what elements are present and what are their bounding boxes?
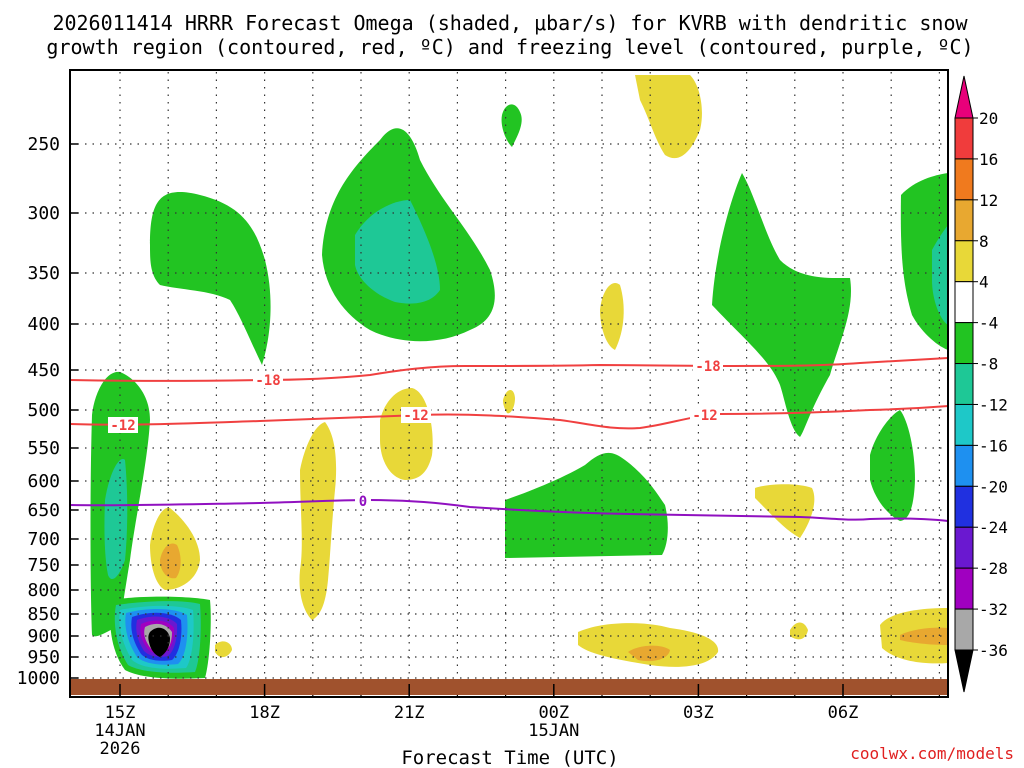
omega-region xyxy=(600,282,624,350)
omega-region xyxy=(900,627,948,645)
omega-region xyxy=(150,192,271,365)
contour-label-minus18: -18 xyxy=(255,373,280,389)
y-tick-label: 700 xyxy=(27,529,60,550)
y-tick-label: 400 xyxy=(27,314,60,335)
colorbar-label: -12 xyxy=(979,395,1008,414)
y-tick-label: 900 xyxy=(27,626,60,647)
x-tick-date: 14JAN xyxy=(94,721,145,741)
omega-region xyxy=(628,645,670,662)
colorbar-swatch xyxy=(954,363,974,405)
contour-label-minus12: -12 xyxy=(110,418,135,434)
colorbar-swatch xyxy=(954,75,974,119)
omega-region xyxy=(148,627,170,657)
colorbar-swatch xyxy=(954,526,974,569)
omega-region xyxy=(380,388,433,480)
contour-label-minus12: -12 xyxy=(403,408,428,424)
x-tick-label: 15Z xyxy=(105,703,136,723)
y-tick-label: 650 xyxy=(27,500,60,521)
credit-text: coolwx.com/models xyxy=(850,744,1014,763)
x-tick-label: 21Z xyxy=(394,703,425,723)
y-tick-label: 1000 xyxy=(17,668,60,689)
terrain-ground xyxy=(70,679,948,695)
x-tick-label: 03Z xyxy=(683,703,714,723)
colorbar-swatch xyxy=(954,117,974,160)
omega-region xyxy=(160,543,181,579)
colorbar-swatch xyxy=(954,444,974,487)
omega-shading xyxy=(90,75,948,679)
omega-region xyxy=(215,641,232,658)
contour-label-minus18: -18 xyxy=(695,359,720,375)
omega-region xyxy=(501,104,522,147)
contour-label-minus12: -12 xyxy=(692,408,717,424)
y-tick-label: 250 xyxy=(27,134,60,155)
y-tick-label: 300 xyxy=(27,203,60,224)
y-tick-label: 800 xyxy=(27,580,60,601)
colorbar-label: -16 xyxy=(979,436,1008,455)
plot-frame xyxy=(69,69,949,698)
omega-region xyxy=(505,452,668,558)
colorbar-swatch xyxy=(954,403,974,446)
colorbar-label: 20 xyxy=(979,109,998,128)
omega-region xyxy=(299,422,337,620)
y-tick-label: 350 xyxy=(27,263,60,284)
y-tick-label: 550 xyxy=(27,438,60,459)
x-axis-label: Forecast Time (UTC) xyxy=(401,747,618,768)
chart-title-line2: growth region (contoured, red, ºC) and f… xyxy=(46,35,973,59)
colorbar-label: -20 xyxy=(979,477,1008,496)
colorbar-swatch xyxy=(954,567,974,610)
omega-region xyxy=(790,622,808,640)
chart-title-line1: 2026011414 HRRR Forecast Omega (shaded, … xyxy=(52,11,968,35)
y-tick-label: 600 xyxy=(27,471,60,492)
x-tick-year: 2026 xyxy=(100,739,141,759)
colorbar-swatch xyxy=(954,199,974,242)
colorbar-swatch xyxy=(954,649,974,693)
freezing-level-contour xyxy=(69,498,949,522)
colorbar-label: -8 xyxy=(979,355,998,374)
y-tick-label: 950 xyxy=(27,647,60,668)
contour-labels: -18 -18 -12 -12 -12 0 xyxy=(108,358,723,510)
y-axis: 2503003504004505005506006507007508008509… xyxy=(17,134,78,689)
colorbar-swatch xyxy=(954,240,974,283)
colorbar-label: -28 xyxy=(979,559,1008,578)
x-tick-label: 06Z xyxy=(828,703,859,723)
colorbar-swatch xyxy=(954,608,974,651)
omega-region xyxy=(755,484,815,538)
omega-region xyxy=(355,200,440,304)
y-tick-label: 750 xyxy=(27,555,60,576)
colorbar-label: -36 xyxy=(979,641,1008,660)
x-tick-label: 18Z xyxy=(249,703,280,723)
colorbar-swatch xyxy=(954,322,974,365)
omega-region xyxy=(578,623,719,667)
colorbar-label: -4 xyxy=(979,314,998,333)
omega-region xyxy=(712,173,851,437)
omega-region xyxy=(104,459,128,580)
colorbar-label: 8 xyxy=(979,232,989,251)
colorbar-swatch xyxy=(954,158,974,201)
y-tick-label: 500 xyxy=(27,400,60,421)
colorbar-label: -32 xyxy=(979,600,1008,619)
colorbar: 20 16 12 8 4 -4 -8 -12 -16 -20 -24 -28 -32 -36 xyxy=(954,75,1008,693)
x-tick-date: 15JAN xyxy=(528,721,579,741)
omega-region xyxy=(635,75,702,159)
colorbar-swatch xyxy=(954,485,974,528)
dendritic-contour-minus12 xyxy=(69,405,949,430)
colorbar-label: 16 xyxy=(979,150,998,169)
colorbar-label: -24 xyxy=(979,518,1008,537)
y-tick-label: 850 xyxy=(27,604,60,625)
x-tick-label: 00Z xyxy=(538,703,569,723)
colorbar-label: 4 xyxy=(979,273,989,292)
colorbar-swatch xyxy=(954,281,974,324)
colorbar-label: 12 xyxy=(979,191,998,210)
contour-label-zero: 0 xyxy=(359,494,367,510)
omega-region xyxy=(870,410,915,521)
y-tick-label: 450 xyxy=(27,360,60,381)
